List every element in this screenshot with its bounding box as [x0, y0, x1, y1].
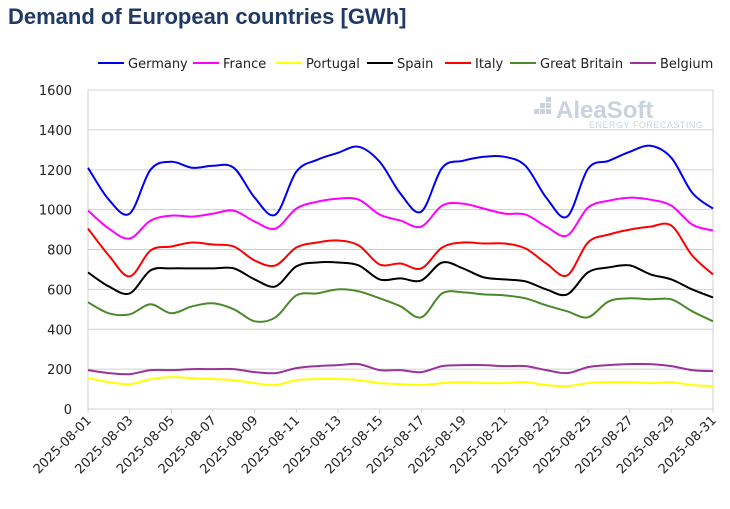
y-tick-label: 200	[47, 363, 72, 378]
aleasoft-watermark: AleaSoft ENERGY FORECASTING	[534, 97, 703, 130]
legend-label-spain: Spain	[397, 57, 433, 72]
chart-title: Demand of European countries [GWh]	[8, 4, 407, 29]
gridlines	[87, 89, 714, 410]
series-line-germany	[87, 144, 714, 219]
y-axis-ticks: 0 200 400 600 800 1000 1200 1400 1600	[39, 84, 72, 418]
legend-label-great-britain: Great Britain	[540, 57, 623, 72]
watermark-brand: AleaSoft	[556, 97, 653, 124]
legend-label-belgium: Belgium	[660, 57, 713, 72]
y-tick-label: 0	[64, 403, 72, 418]
y-tick-label: 1400	[39, 124, 72, 139]
series-line-italy	[87, 222, 714, 278]
series-line-france	[87, 196, 714, 240]
watermark-logo-icon	[534, 97, 551, 114]
watermark-tagline: ENERGY FORECASTING	[589, 120, 703, 130]
legend-label-france: France	[223, 57, 266, 72]
series-line-portugal	[87, 376, 714, 388]
y-tick-label: 800	[47, 244, 72, 259]
legend: Germany France Portugal Spain Italy Great Bri…	[98, 57, 713, 72]
series-line-belgium	[87, 362, 714, 376]
series-line-spain	[87, 261, 714, 299]
series-lines	[87, 144, 714, 388]
y-tick-label: 600	[47, 283, 72, 298]
series-line-great-britain	[87, 288, 714, 323]
legend-label-germany: Germany	[128, 57, 188, 72]
y-tick-label: 1000	[39, 204, 72, 219]
legend-label-portugal: Portugal	[306, 57, 360, 72]
legend-label-italy: Italy	[475, 57, 504, 72]
y-tick-label: 400	[47, 323, 72, 338]
y-tick-label: 1600	[39, 84, 72, 99]
x-axis-ticks: 2025-08-012025-08-032025-08-052025-08-07…	[31, 409, 720, 477]
y-tick-label: 1200	[39, 164, 72, 179]
